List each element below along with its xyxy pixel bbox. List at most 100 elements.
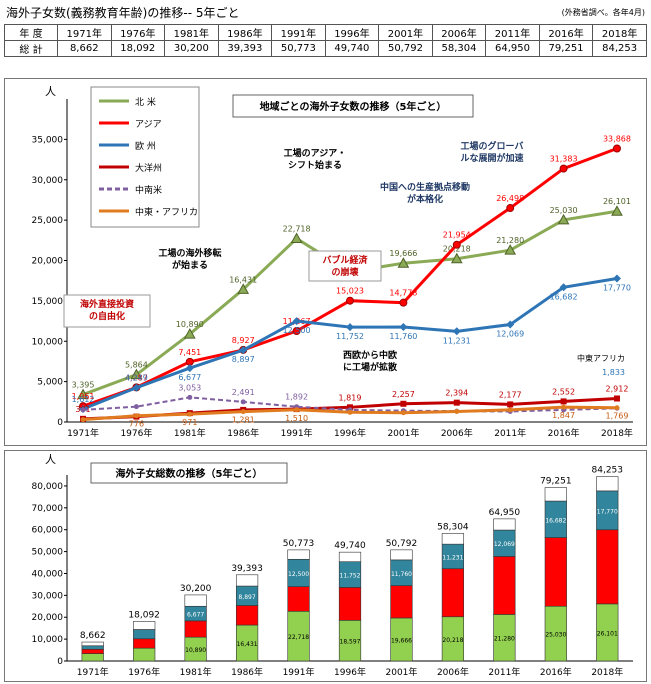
data-point <box>399 323 408 332</box>
annotation-text: に工場が拡散 <box>343 361 398 373</box>
bar-total-label: 39,393 <box>231 564 263 574</box>
data-label: 2,552 <box>552 387 575 396</box>
bar-segment <box>544 537 567 607</box>
segment-label: 17,770 <box>597 508 618 515</box>
summary-row-years: 年 度 1971年 1976年 1981年 1986年 1991年 1996年 2001年 2… <box>4 24 647 41</box>
data-point <box>130 368 143 380</box>
data-label: 25,030 <box>550 206 578 215</box>
y-tick-label: 35,000 <box>32 135 64 145</box>
data-label: 11,231 <box>443 336 471 345</box>
summary-row-totals: 総 計 8,662 18,092 30,200 39,393 50,773 49,740 5… <box>4 40 647 57</box>
summary-year-cell: 1991年 <box>271 24 326 41</box>
segment-label: 22,718 <box>288 634 309 641</box>
data-point <box>77 388 89 400</box>
data-label: 1,892 <box>285 393 308 402</box>
data-point <box>559 164 568 173</box>
summary-year-cell: 2011年 <box>485 24 540 41</box>
data-label: 3,053 <box>178 383 201 392</box>
bar-segment <box>390 549 413 561</box>
bar-total-label: 58,304 <box>437 522 469 532</box>
data-point <box>507 407 513 413</box>
x-tick-label: 2006年 <box>437 666 469 678</box>
data-point <box>561 404 567 410</box>
bar-total-label: 84,253 <box>592 466 624 476</box>
data-label: 2,912 <box>606 384 629 393</box>
annotation-text: 西欧から中欧 <box>343 349 397 361</box>
y-tick-label: 0 <box>57 418 63 428</box>
x-tick-label: 1991年 <box>283 666 315 678</box>
y-tick-label: 25,000 <box>32 216 64 226</box>
annotation-text: 中国への生産拠点移動 <box>380 181 470 193</box>
bar-segment <box>81 645 104 650</box>
data-point <box>240 399 246 405</box>
data-point <box>183 328 196 339</box>
bar-segment <box>133 629 156 640</box>
bar-segment <box>287 549 310 560</box>
data-label: 19,666 <box>389 249 417 258</box>
bar-total-label: 18,092 <box>128 610 160 620</box>
data-label: 15,023 <box>336 287 364 296</box>
y-axis-unit: 人 <box>45 85 56 98</box>
data-label: 17,770 <box>603 284 631 293</box>
data-label: 1,847 <box>552 411 575 420</box>
data-point <box>132 383 141 392</box>
data-point <box>294 407 300 413</box>
data-point <box>614 405 620 411</box>
x-tick-label: 1971年 <box>67 427 99 439</box>
x-tick-label: 1976年 <box>120 427 152 439</box>
bar-segment <box>338 587 362 621</box>
data-point <box>290 232 303 244</box>
bar-segment <box>596 529 619 605</box>
annotation-text: 海外直接投資 <box>80 298 134 310</box>
y-tick-label: 30,000 <box>32 176 64 186</box>
regional-line-chart: 人 0 5,000 10,000 15,000 20,000 25,000 30,000 35,… <box>4 78 647 446</box>
data-label: 10,890 <box>176 320 204 329</box>
data-label: 2,491 <box>232 388 255 397</box>
bar-total-label: 50,773 <box>283 539 315 549</box>
data-point <box>559 283 568 292</box>
data-point <box>560 398 567 405</box>
y-tick-label: 5,000 <box>37 378 63 388</box>
bar-segment <box>81 648 104 654</box>
bar-segment <box>81 641 104 647</box>
data-label: 12,500 <box>283 326 311 335</box>
annotation-text: 工場のグローバ <box>461 140 524 152</box>
bar-segment <box>81 653 104 662</box>
data-point <box>452 240 461 249</box>
segment-label: 11,760 <box>391 571 412 578</box>
segment-label: 12,069 <box>494 541 515 548</box>
y-axis-unit: 人 <box>45 453 56 466</box>
data-label: 971 <box>182 418 197 427</box>
y-tick-label: 10,000 <box>32 635 64 645</box>
bar-total-label: 49,740 <box>334 541 366 551</box>
y-tick-label: 15,000 <box>32 297 64 307</box>
data-point <box>237 283 250 294</box>
summary-total-cell: 49,740 <box>324 40 380 57</box>
annotation-text: バブル経済 <box>322 254 368 266</box>
data-label: 14,778 <box>389 289 417 298</box>
data-label: 2,177 <box>499 390 522 399</box>
data-label: 3,395 <box>72 381 95 390</box>
bar-total-label: 79,251 <box>540 477 572 487</box>
data-point <box>612 144 621 153</box>
y-tick-label: 70,000 <box>32 504 64 514</box>
data-label: 33,868 <box>603 135 631 144</box>
data-point <box>347 409 353 415</box>
y-tick-label: 20,000 <box>32 257 64 267</box>
data-point <box>452 327 461 336</box>
data-label: 7,451 <box>178 348 201 357</box>
data-label: 4,287 <box>125 373 148 382</box>
bar-segment <box>235 605 259 626</box>
data-label: 776 <box>129 420 144 429</box>
segment-label: 10,890 <box>185 647 206 654</box>
bar-segment <box>338 551 362 563</box>
data-point <box>346 323 354 332</box>
segment-label: 11,752 <box>340 573 361 580</box>
legend-label: 北 米 <box>135 96 156 108</box>
bar-segment <box>441 568 465 618</box>
data-label: 1,961 <box>72 392 95 401</box>
summary-year-cell: 2018年 <box>592 24 647 41</box>
x-tick-label: 1976年 <box>128 666 160 678</box>
bar-segment <box>184 594 207 607</box>
corner-note-value: 1,833 <box>602 368 625 377</box>
